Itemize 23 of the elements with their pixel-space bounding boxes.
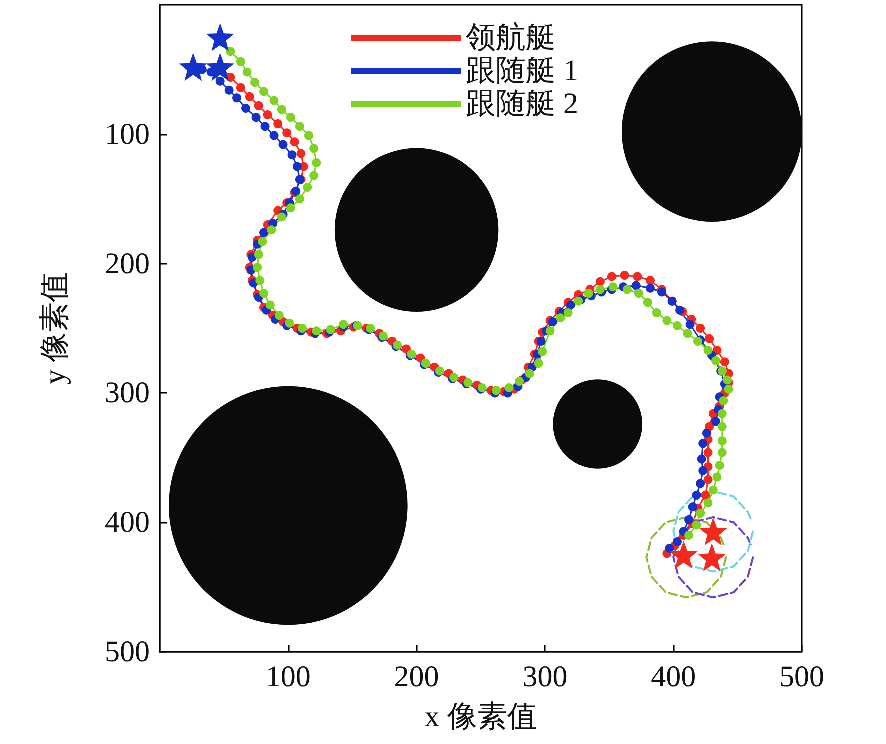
y-axis-title: y 像素值: [38, 272, 72, 385]
point: [698, 544, 726, 572]
legend-label: 跟随艇 1: [466, 54, 578, 88]
point: [206, 53, 234, 82]
point: [699, 518, 728, 546]
x-tick-label: 200: [394, 660, 440, 694]
y-tick-label: 300: [105, 376, 150, 410]
x-tick-label: 300: [522, 660, 568, 694]
y-tick-label: 500: [105, 636, 150, 668]
y-tick-label: 100: [105, 118, 150, 151]
legend-label: 领航艇: [466, 22, 556, 54]
point: [670, 540, 698, 569]
y-tick-label: 400: [105, 506, 150, 540]
x-tick-label: 100: [266, 660, 311, 694]
line-series: [646, 516, 728, 599]
point: [179, 53, 208, 82]
x-tick-label: 500: [780, 660, 824, 694]
legend-label: 跟随艇 2: [466, 88, 578, 120]
x-axis-title: x 像素值: [424, 700, 538, 734]
point: [206, 23, 234, 52]
line-series: [672, 516, 754, 599]
y-tick-label: 200: [105, 247, 150, 280]
x-tick-label: 400: [651, 660, 696, 694]
